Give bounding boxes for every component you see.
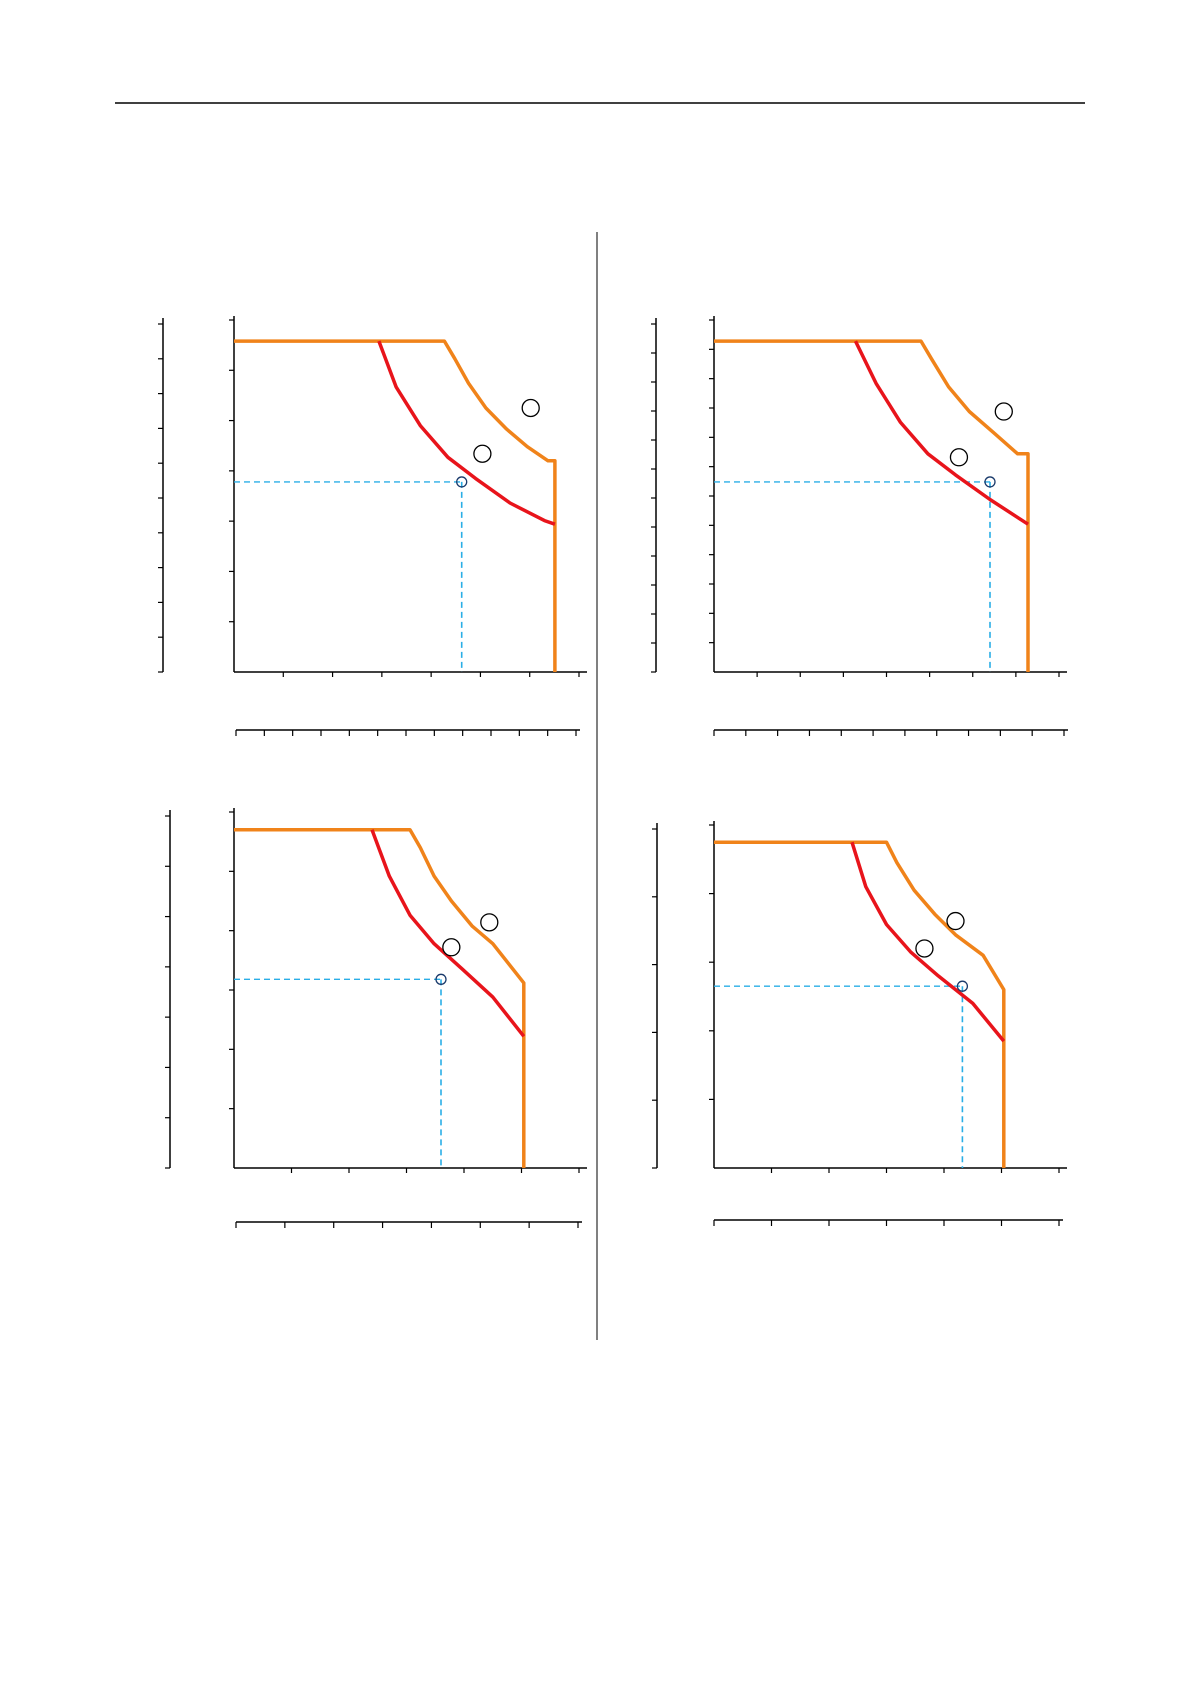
guide-point-marker <box>984 476 996 488</box>
outer-limit-curve <box>234 339 557 672</box>
circle-marker <box>480 913 499 932</box>
outer-limit-curve <box>714 840 1006 1168</box>
circle-marker <box>473 444 492 463</box>
chart-panel-1 <box>158 316 587 736</box>
chart-panel-3 <box>165 808 587 1228</box>
circle-marker <box>949 448 969 467</box>
inner-limit-curve <box>370 829 526 1038</box>
outer-limit-curve <box>234 828 526 1168</box>
guide-point-marker <box>435 973 447 985</box>
guide-point-marker <box>456 476 468 488</box>
inner-limit-curve <box>850 841 1006 1043</box>
chart-panel-2 <box>651 316 1068 736</box>
circle-marker <box>946 911 965 931</box>
circle-marker <box>521 398 540 418</box>
guide-point-marker <box>956 980 969 992</box>
outer-limit-curve <box>714 339 1030 672</box>
circle-marker <box>994 402 1013 421</box>
chart-panel-4 <box>652 821 1067 1226</box>
circle-marker <box>442 938 461 957</box>
circle-marker <box>915 939 934 958</box>
inner-limit-curve <box>377 340 556 526</box>
inner-limit-curve <box>853 340 1029 526</box>
